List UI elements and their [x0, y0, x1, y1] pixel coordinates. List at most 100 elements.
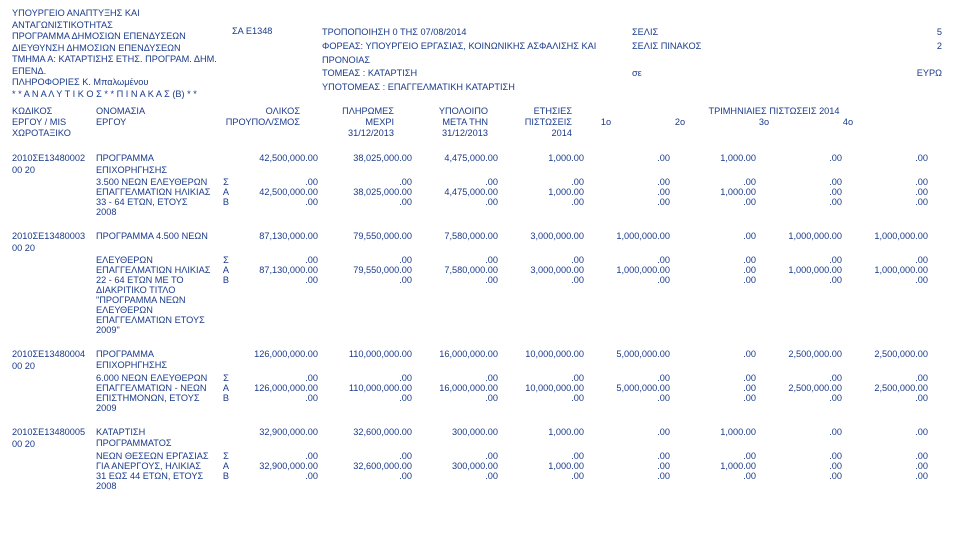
cell-value: 2,500,000.00 — [760, 349, 842, 373]
project-title-line: ΕΠΑΓΓΕΛΜΑΤΙΩΝ ΗΛΙΚΙΑΣ — [96, 187, 216, 197]
cell-value: 110,000,000.00 — [322, 349, 412, 373]
cell-value: 1,000.00 — [502, 427, 584, 451]
project-title-line: ΝΕΩΝ ΘΕΣΕΩΝ ΕΡΓΑΣΙΑΣ — [96, 451, 216, 461]
cell-value: .00 — [846, 187, 928, 197]
cell-value: .00 — [846, 461, 928, 471]
col-q3: 3ο — [724, 117, 804, 128]
project-title-line: ΕΠΑΓΓΕΛΜΑΤΙΩΝ ΕΤΟΥΣ — [96, 315, 216, 325]
page-numbers: 5 2 ΕΥΡΩ — [812, 8, 942, 81]
cell-value: 1,000.00 — [502, 153, 584, 177]
cell-value: .00 — [588, 373, 670, 383]
row-flag — [220, 295, 232, 305]
tropo-line: ΤΡΟΠΟΠΟΙΗΣΗ 0 ΤΗΣ 07/08/2014 — [322, 26, 632, 40]
col-payments3: 31/12/2013 — [304, 128, 394, 139]
sa-code: ΣΑ Ε1348 — [232, 8, 322, 36]
cell-value: 1,000,000.00 — [588, 265, 670, 275]
project-subrow: ΝΕΩΝ ΘΕΣΕΩΝ ΕΡΓΑΣΙΑΣΣ.00.00.00.00.00.00.… — [12, 451, 947, 461]
col-balance2: ΜΕΤΑ ΤΗΝ — [398, 117, 488, 128]
org-block: ΥΠΟΥΡΓΕΙΟ ΑΝΑΠΤΥΞΗΣ ΚΑΙ ΑΝΤΑΓΩΝΙΣΤΙΚΟΤΗΤ… — [12, 8, 232, 100]
cell-value: .00 — [322, 177, 412, 187]
col-code3: ΧΩΡΟΤΑΞΙΚΟ — [12, 128, 92, 139]
col-payments: ΠΛΗΡΩΜΕΣ — [304, 106, 394, 117]
project-subrow: 2008 — [12, 207, 947, 217]
col-quarterly: ΤΡΙΜΗΝΙΑΙΕΣ ΠΙΣΤΩΣΕΙΣ 2014 — [576, 106, 959, 117]
cell-value: .00 — [674, 471, 756, 481]
cell-value: 16,000,000.00 — [416, 349, 498, 373]
cell-value: .00 — [588, 471, 670, 481]
cell-value: 110,000,000.00 — [322, 383, 412, 393]
project-subcode: 00 20 — [12, 361, 92, 373]
row-flag — [220, 285, 232, 295]
project-subrow: 2009 — [12, 403, 947, 413]
cell-value: .00 — [760, 153, 842, 177]
cell-value: .00 — [416, 451, 498, 461]
project-title-line: 31 ΕΩΣ 44 ΕΤΩΝ, ΕΤΟΥΣ — [96, 471, 216, 481]
selis-label: ΣΕΛΙΣ — [632, 26, 812, 40]
project-code: 2010ΣΕ13480002 — [12, 153, 92, 165]
cell-value: .00 — [502, 393, 584, 403]
cell-value: .00 — [846, 197, 928, 207]
project-title: ΠΡΟΓΡΑΜΜΑ 4.500 ΝΕΩΝ — [96, 231, 216, 255]
project-subrow: 2009" — [12, 325, 947, 335]
cell-value: 1,000,000.00 — [760, 265, 842, 275]
project-title-line: 2008 — [96, 481, 216, 491]
cell-value: 1,000.00 — [674, 187, 756, 197]
cell-value: 1,000.00 — [674, 427, 756, 451]
cell-value: .00 — [502, 373, 584, 383]
project-title-line: "ΠΡΟΓΡΑΜΜΑ ΝΕΩΝ — [96, 295, 216, 305]
cell-value: 2,500,000.00 — [760, 383, 842, 393]
tomeas-line: ΤΟΜΕΑΣ : ΚΑΤΑΡΤΙΣΗ — [322, 67, 632, 81]
project-subrow: 3.500 ΝΕΩΝ ΕΛΕΥΘΕΡΩΝΣ.00.00.00.00.00.00.… — [12, 177, 947, 187]
cell-value: .00 — [502, 451, 584, 461]
selis-pinakos-label: ΣΕΛΙΣ ΠΙΝΑΚΟΣ — [632, 40, 812, 54]
cell-value: .00 — [236, 275, 318, 285]
cell-value: .00 — [846, 451, 928, 461]
project-title-line: ΕΠΙΣΤΗΜΟΝΩΝ, ΕΤΟΥΣ — [96, 393, 216, 403]
col-code: ΚΩΔΙΚΟΣ — [12, 106, 92, 117]
project-title: ΠΡΟΓΡΑΜΜΑ ΕΠΙΧΟΡΗΓΗΣΗΣ — [96, 349, 216, 373]
cell-value: .00 — [416, 177, 498, 187]
project-title: ΚΑΤΑΡΤΙΣΗ ΠΡΟΓΡΑΜΜΑΤΟΣ — [96, 427, 216, 451]
project-title-line: ΕΠΑΓΓΕΛΜΑΤΙΩΝ ΗΛΙΚΙΑΣ — [96, 265, 216, 275]
row-flag — [220, 481, 232, 491]
cell-value: .00 — [236, 393, 318, 403]
row-flag: Σ — [220, 255, 232, 265]
cell-value: 7,580,000.00 — [416, 231, 498, 255]
project-title-line: ΕΛΕΥΘΕΡΩΝ — [96, 255, 216, 265]
row-flag: Β — [220, 275, 232, 285]
project-subrow: ΓΙΑ ΑΝΕΡΓΟΥΣ, ΗΛΙΚΙΑΣΑ32,900,000.0032,60… — [12, 461, 947, 471]
cell-value: .00 — [588, 153, 670, 177]
cell-value: .00 — [588, 177, 670, 187]
cell-value: .00 — [674, 197, 756, 207]
project-subrow: ΕΠΙΣΤΗΜΟΝΩΝ, ΕΤΟΥΣΒ.00.00.00.00.00.00.00… — [12, 393, 947, 403]
cell-value: .00 — [502, 197, 584, 207]
cell-value: .00 — [760, 187, 842, 197]
project-row: 2010ΣΕ1348000500 20ΚΑΤΑΡΤΙΣΗ ΠΡΟΓΡΑΜΜΑΤΟ… — [12, 427, 947, 451]
row-flag: Α — [220, 383, 232, 393]
pinakos-num: 2 — [812, 40, 942, 54]
project-subrow: "ΠΡΟΓΡΑΜΜΑ ΝΕΩΝ — [12, 295, 947, 305]
row-flag — [220, 315, 232, 325]
project-title: ΠΡΟΓΡΑΜΜΑ ΕΠΙΧΟΡΗΓΗΣΗΣ — [96, 153, 216, 177]
euro-label: ΕΥΡΩ — [812, 67, 942, 81]
cell-value: 2,500,000.00 — [846, 383, 928, 393]
cell-value: .00 — [322, 451, 412, 461]
row-flag — [220, 325, 232, 335]
cell-value: 10,000,000.00 — [502, 349, 584, 373]
cell-value: 7,580,000.00 — [416, 265, 498, 275]
org-line: * * Α Ν Α Λ Υ Τ Ι Κ Ο Σ * * Π Ι Ν Α Κ Α … — [12, 89, 232, 101]
col-balance3: 31/12/2013 — [398, 128, 488, 139]
project-title-line: 2009 — [96, 403, 216, 413]
data-rows: 2010ΣΕ13480002 00 20 ΠΡΟΓΡΑΜΜΑ ΕΠΙΧΟΡΗΓΗΣΗ… — [12, 153, 947, 491]
cell-value: .00 — [416, 373, 498, 383]
cell-value: 4,475,000.00 — [416, 187, 498, 197]
cell-value: .00 — [588, 197, 670, 207]
cell-value: 32,600,000.00 — [322, 461, 412, 471]
cell-value: 5,000,000.00 — [588, 349, 670, 373]
cell-value: 32,900,000.00 — [236, 427, 318, 451]
org-line: ΠΡΟΓΡΑΜΜΑ ΔΗΜΟΣΙΩΝ ΕΠΕΝΔΥΣΕΩΝ — [12, 31, 232, 43]
org-line: ΥΠΟΥΡΓΕΙΟ ΑΝΑΠΤΥΞΗΣ ΚΑΙ — [12, 8, 232, 20]
cell-value: .00 — [846, 427, 928, 451]
cell-value: 3,000,000.00 — [502, 265, 584, 275]
col-annual3: 2014 — [492, 128, 572, 139]
